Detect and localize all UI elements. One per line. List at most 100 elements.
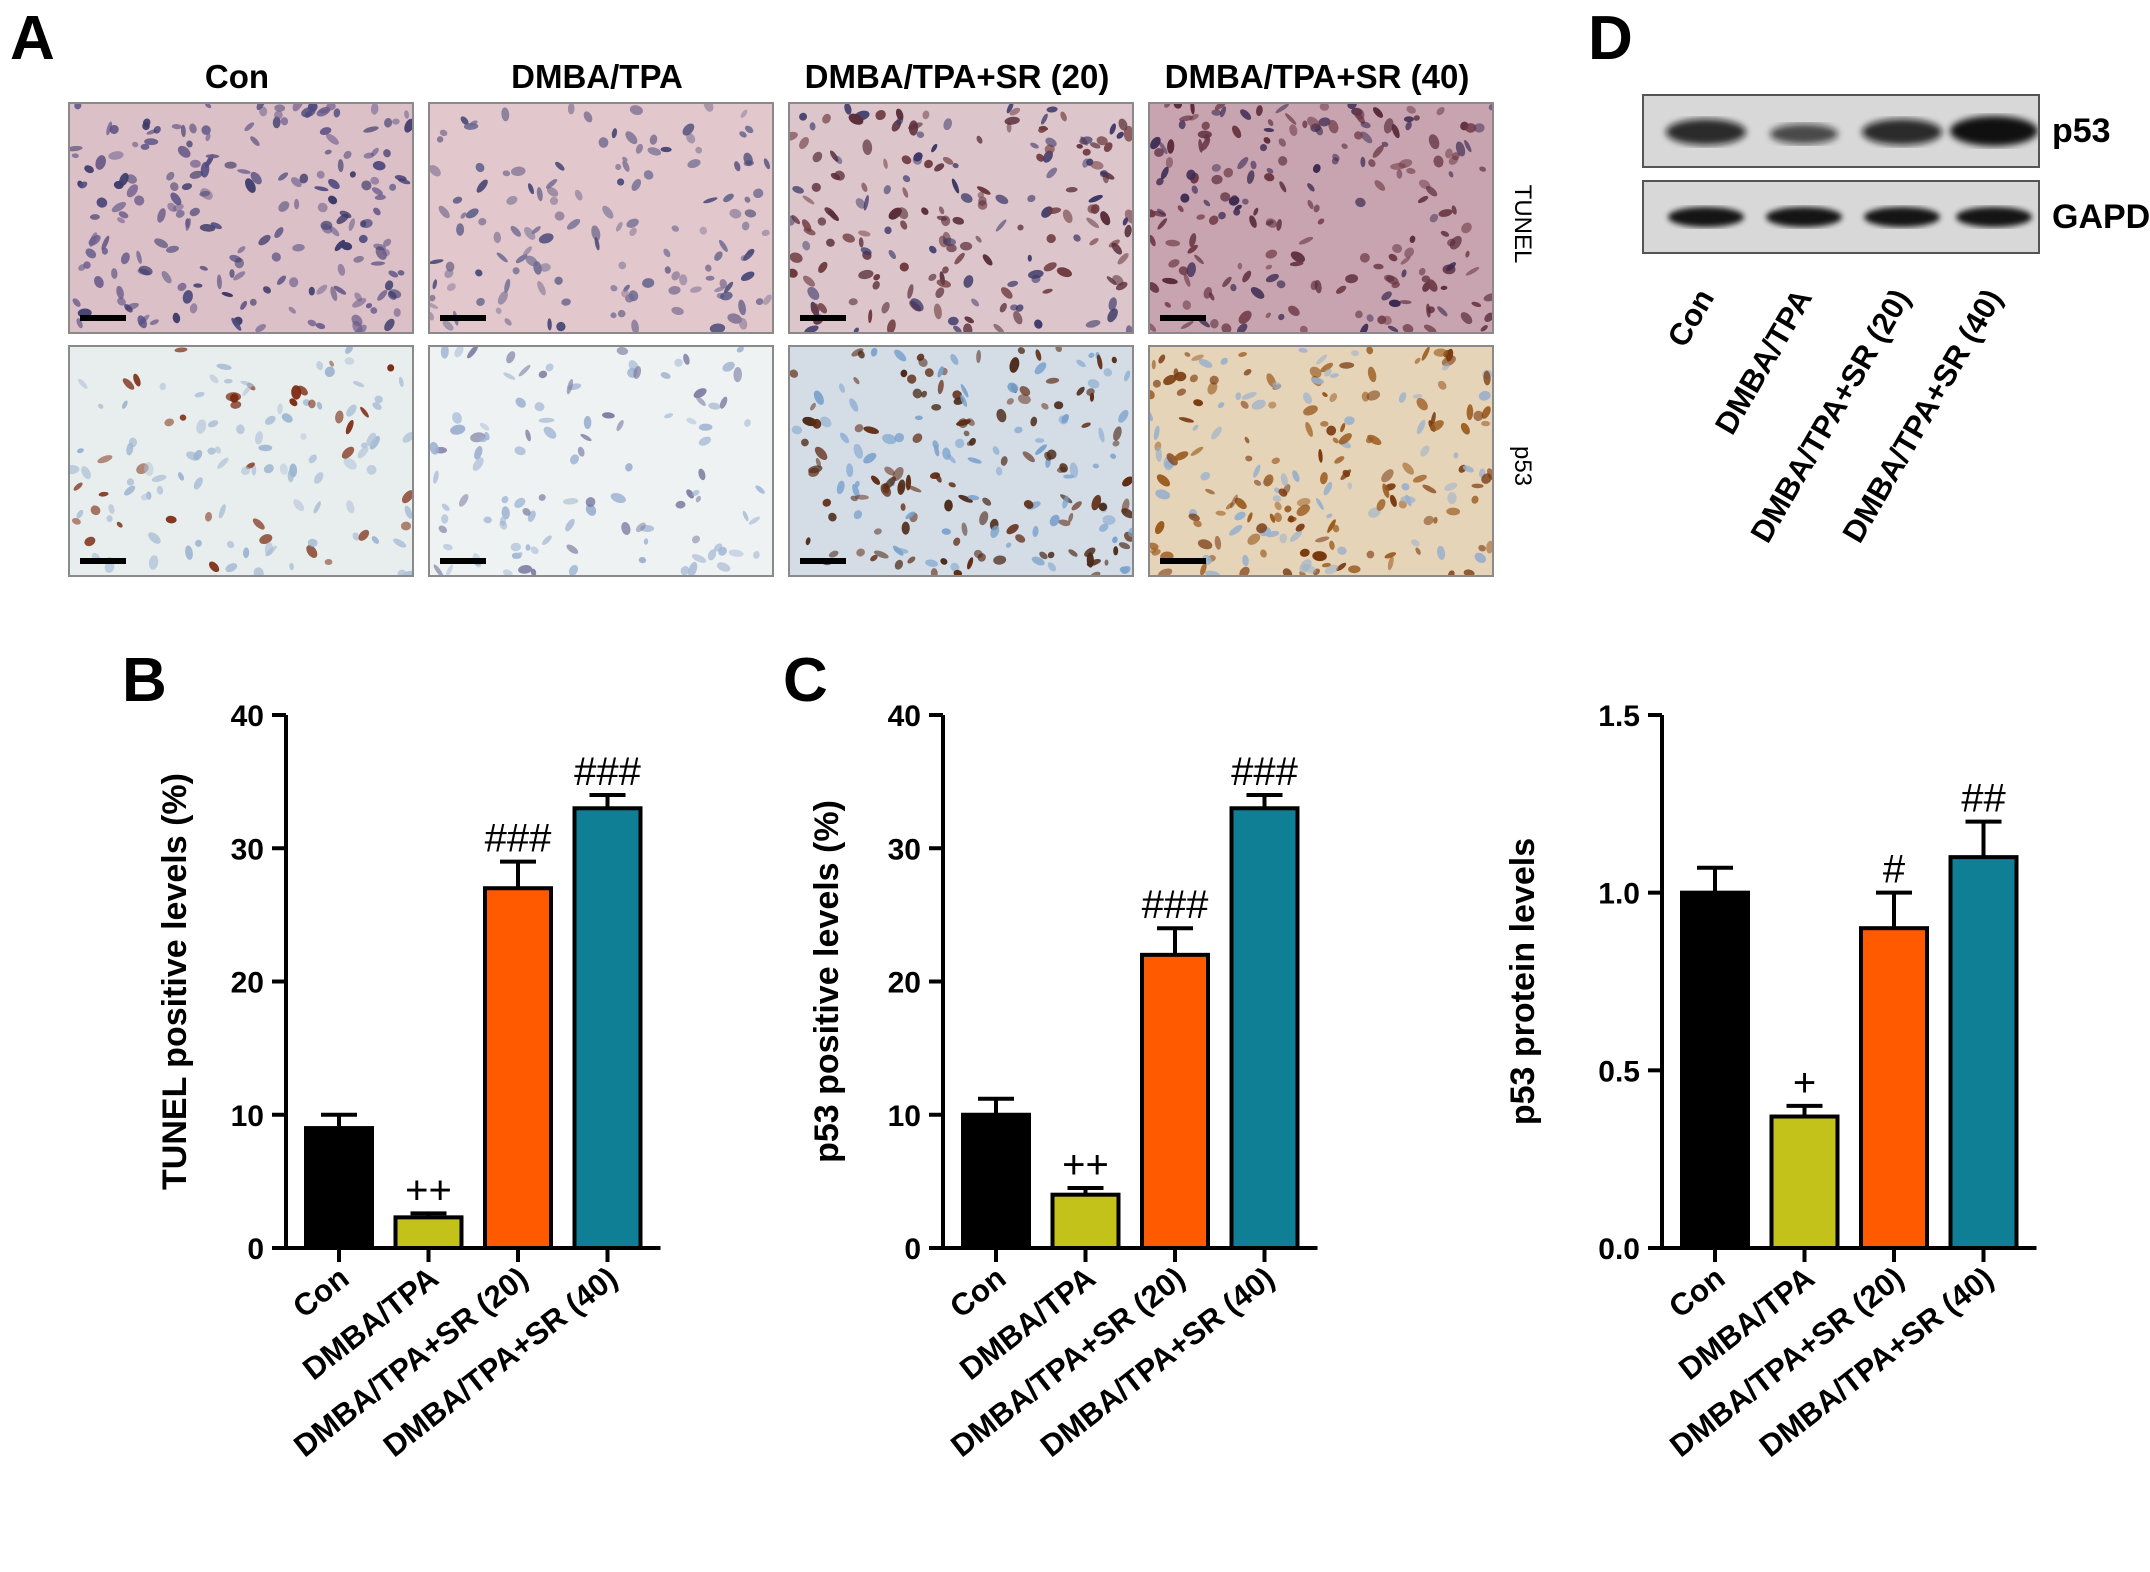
- cell-nucleus: [791, 214, 801, 225]
- cell-nucleus: [1009, 107, 1021, 116]
- cell-nucleus: [1046, 449, 1057, 460]
- cell-nucleus: [353, 255, 364, 263]
- cell-nucleus: [398, 376, 404, 388]
- cell-nucleus: [308, 104, 318, 112]
- cell-nucleus: [534, 402, 545, 412]
- cell-nucleus: [524, 226, 536, 240]
- cell-nucleus: [365, 303, 373, 309]
- cell-nucleus: [1014, 426, 1023, 434]
- blot-bands-gapdh: [1668, 207, 2032, 227]
- cell-nucleus: [1383, 274, 1395, 283]
- cell-nucleus: [1339, 362, 1355, 369]
- cell-nucleus: [329, 360, 334, 367]
- cell-nucleus: [1150, 322, 1157, 332]
- cell-nucleus: [863, 452, 877, 464]
- cell-nucleus: [1151, 359, 1156, 370]
- cell-nucleus: [1473, 123, 1485, 133]
- cell-nucleus: [1234, 497, 1247, 510]
- cell-nucleus: [755, 298, 764, 306]
- cell-nucleus: [1150, 390, 1155, 400]
- cell-nucleus: [1091, 494, 1102, 511]
- cell-nucleus: [838, 383, 846, 393]
- cell-nucleus: [1228, 196, 1240, 206]
- cell-nucleus: [280, 117, 289, 126]
- cell-nucleus: [873, 273, 881, 281]
- cell-nucleus: [574, 189, 583, 201]
- cell-nucleus: [941, 528, 951, 535]
- cell-nucleus: [161, 271, 172, 284]
- cell-nucleus: [218, 504, 226, 519]
- cell-nucleus: [73, 482, 83, 491]
- cell-nucleus: [728, 549, 744, 557]
- cell-nucleus: [1035, 444, 1047, 455]
- cell-nucleus: [938, 206, 945, 215]
- cell-nucleus: [842, 233, 855, 243]
- panel-letter-c: C: [783, 646, 828, 715]
- cell-nucleus: [1060, 111, 1067, 122]
- cell-nucleus: [960, 394, 968, 407]
- cell-nucleus: [1404, 247, 1415, 258]
- cell-nucleus: [1118, 409, 1129, 423]
- cell-nucleus: [1034, 438, 1045, 443]
- cell-nucleus: [76, 509, 84, 519]
- cell-nucleus: [324, 558, 333, 566]
- cell-nucleus: [870, 347, 878, 357]
- cell-nucleus: [647, 147, 662, 156]
- cell-nucleus: [610, 285, 618, 292]
- cell-nucleus: [189, 303, 198, 314]
- p53_positive-bar-1: [1050, 1192, 1121, 1250]
- cell-nucleus: [907, 556, 916, 564]
- cell-nucleus: [964, 316, 975, 324]
- cell-nucleus: [1186, 262, 1196, 278]
- cell-nucleus: [836, 480, 845, 495]
- cell-nucleus: [1428, 134, 1440, 150]
- cell-nucleus: [1377, 315, 1387, 325]
- cell-nucleus: [170, 192, 182, 206]
- cell-nucleus: [352, 298, 367, 308]
- cell-nucleus: [256, 104, 266, 111]
- cell-nucleus: [1113, 426, 1122, 441]
- cell-nucleus: [1284, 505, 1292, 513]
- cell-nucleus: [996, 408, 1007, 423]
- cell-nucleus: [504, 318, 512, 326]
- cell-nucleus: [1259, 144, 1268, 152]
- cell-nucleus: [1034, 362, 1047, 375]
- cell-nucleus: [1247, 512, 1253, 523]
- tunel-micrograph-sr40: [1148, 102, 1494, 334]
- cell-nucleus: [696, 396, 706, 406]
- cell-nucleus: [250, 136, 260, 146]
- cell-nucleus: [1401, 269, 1407, 278]
- cell-nucleus: [1231, 125, 1242, 139]
- cell-nucleus: [1017, 347, 1025, 355]
- cell-nucleus: [328, 178, 340, 190]
- p53_protein-y-axis-label: p53 protein levels: [1504, 838, 1542, 1125]
- cell-nucleus: [1156, 178, 1164, 186]
- cell-nucleus: [1152, 379, 1161, 388]
- cell-nucleus: [476, 297, 485, 306]
- cell-nucleus: [1096, 136, 1108, 146]
- cell-nucleus: [1103, 142, 1113, 152]
- cell-nucleus: [200, 161, 210, 178]
- cell-nucleus: [1178, 120, 1186, 130]
- cell-nucleus: [1167, 139, 1175, 154]
- p53_positive-y-tick-label: 30: [888, 833, 921, 866]
- cell-nucleus: [1438, 209, 1453, 217]
- cell-nucleus: [1006, 523, 1019, 535]
- cell-nucleus: [995, 219, 1007, 232]
- cell-nucleus: [727, 313, 743, 324]
- cell-nucleus: [1274, 512, 1282, 523]
- cell-nucleus: [1486, 540, 1492, 554]
- cell-nucleus: [943, 237, 956, 246]
- cell-nucleus: [691, 489, 700, 497]
- cell-nucleus: [126, 442, 134, 456]
- cell-nucleus: [504, 278, 511, 293]
- cell-nucleus: [992, 446, 1000, 456]
- cell-nucleus: [1412, 474, 1427, 483]
- cell-nucleus: [887, 319, 896, 332]
- cell-nucleus: [388, 289, 402, 299]
- cell-nucleus: [1332, 437, 1339, 444]
- cell-nucleus: [1430, 420, 1444, 432]
- panel-a-title-sr20: DMBA/TPA+SR (20): [804, 58, 1110, 95]
- cell-nucleus: [205, 104, 212, 109]
- cell-nucleus: [942, 447, 951, 460]
